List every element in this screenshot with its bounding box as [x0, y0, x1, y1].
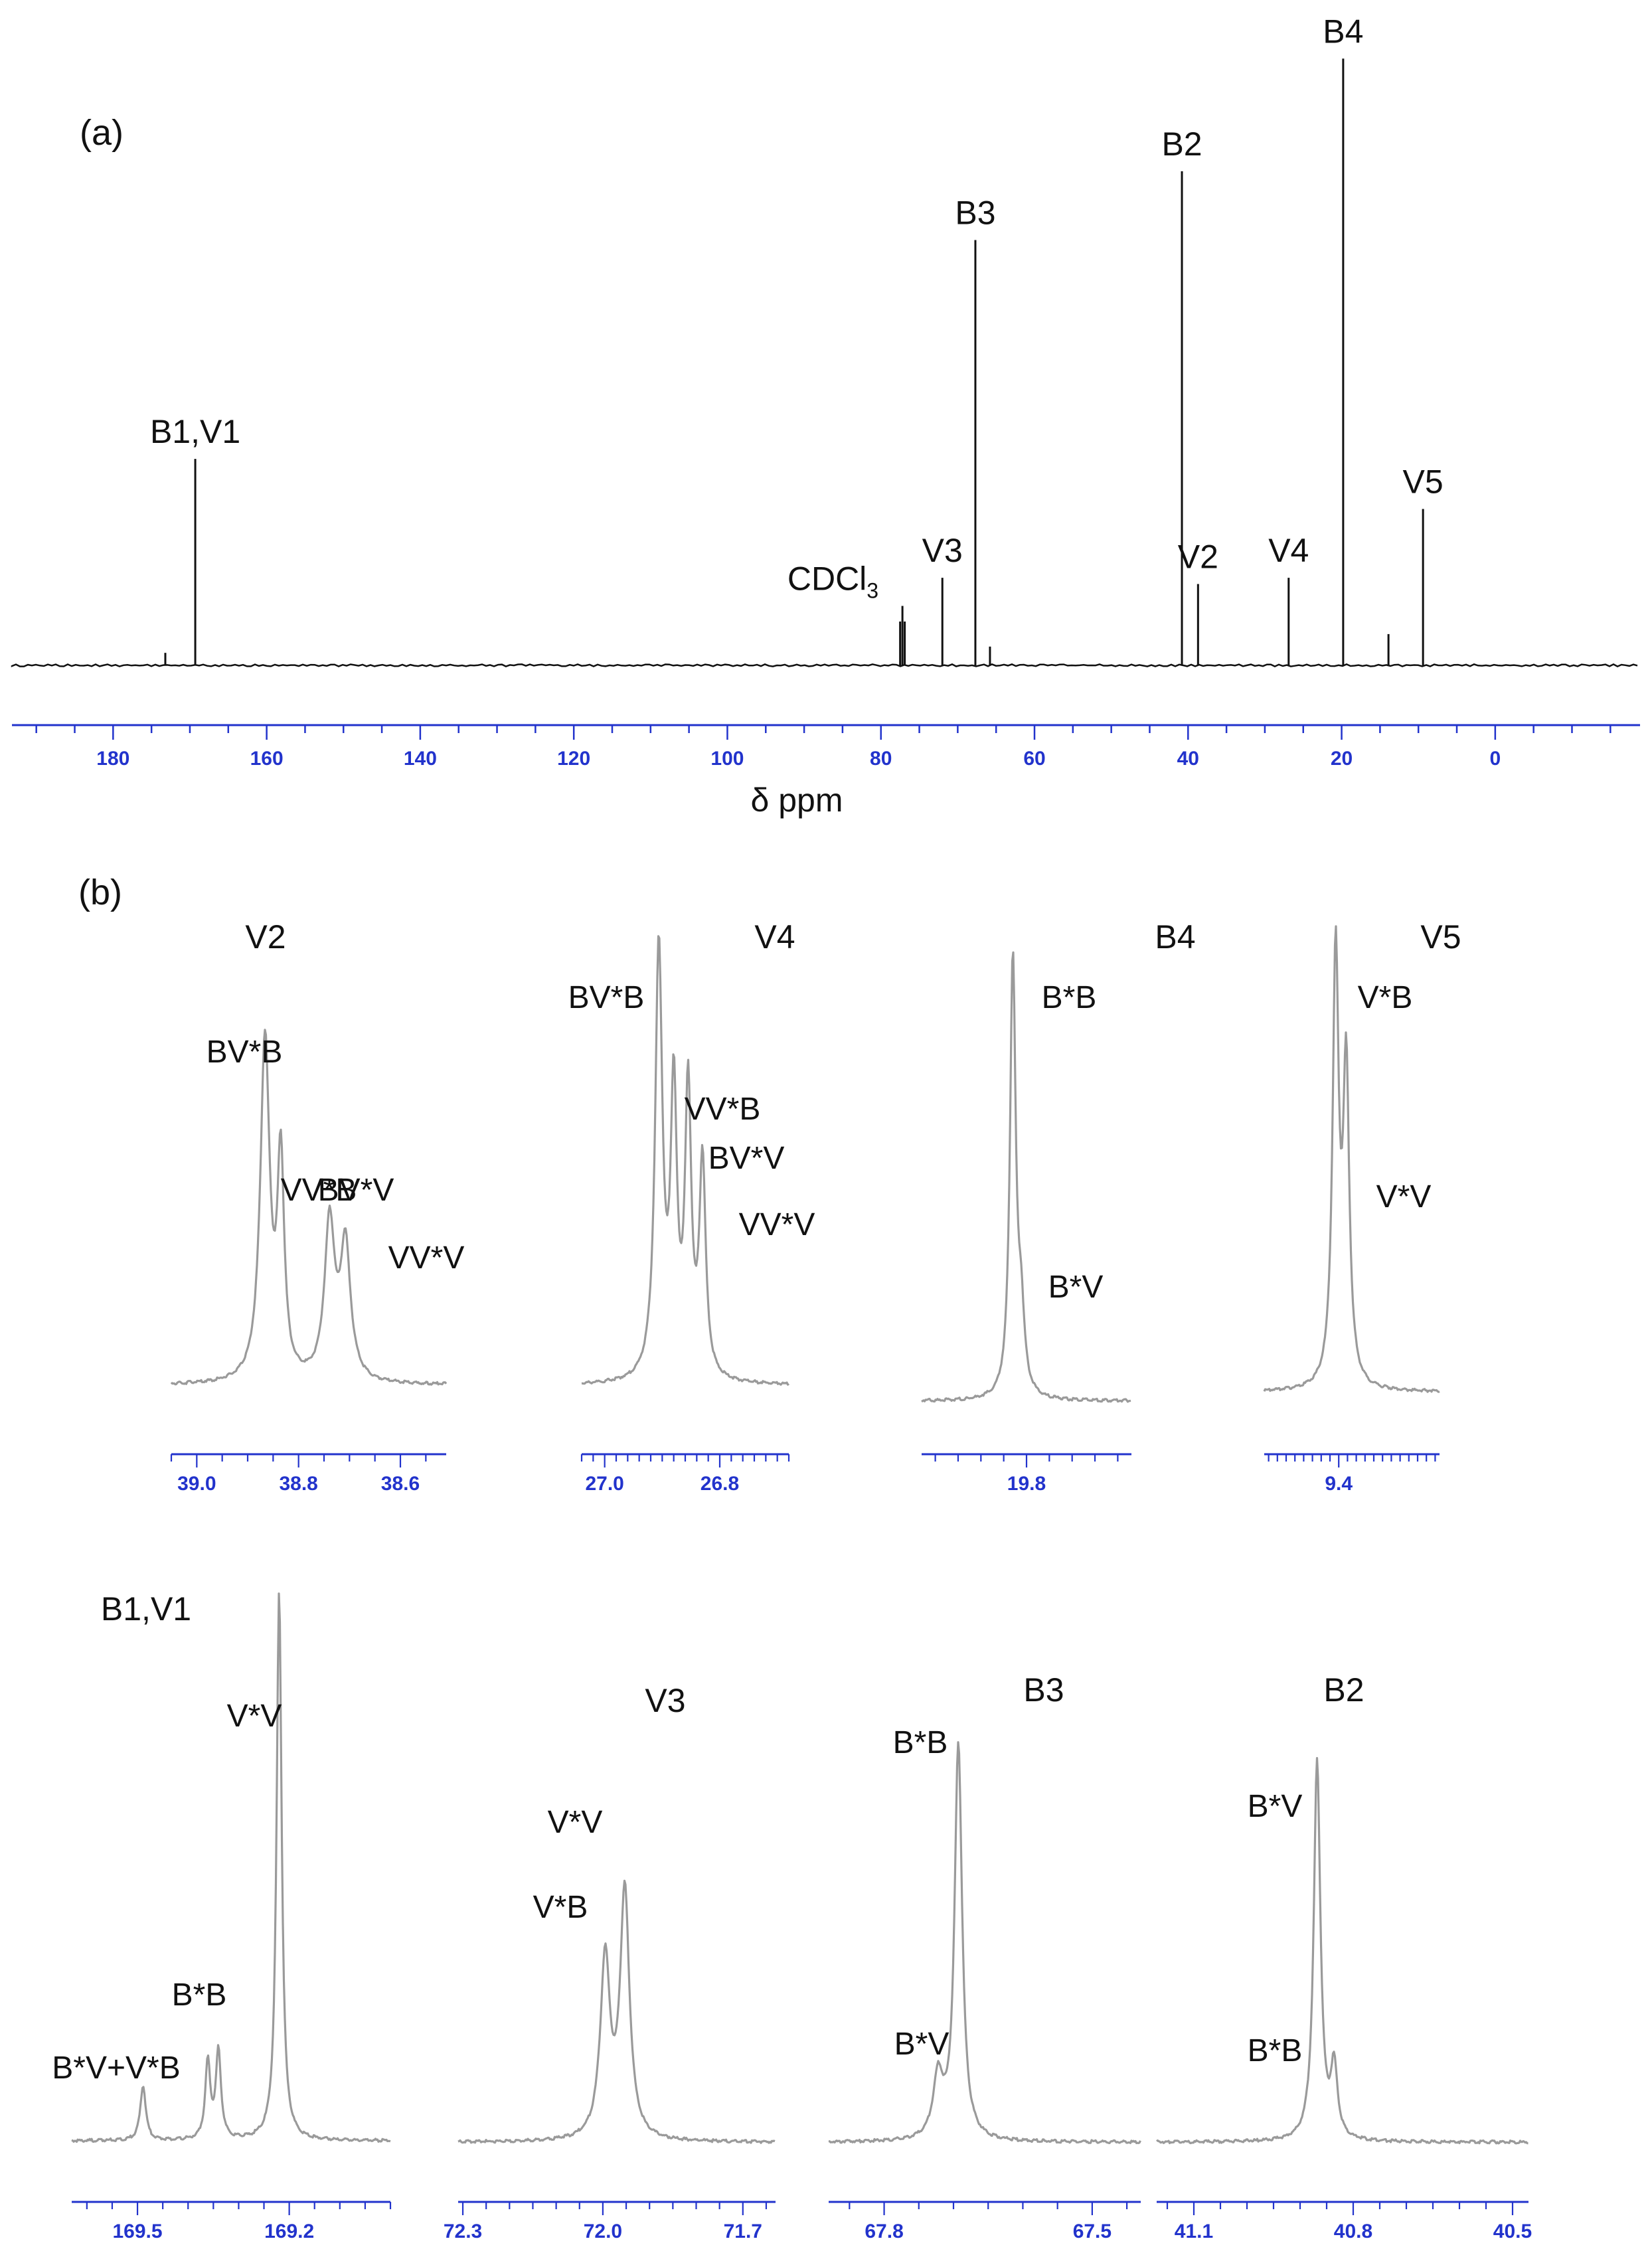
inset-tick-label-b-B1V1-1: 169.2	[264, 2221, 314, 2242]
inset-tick-label-b-V3-2: 71.7	[724, 2221, 762, 2242]
peak-label-b-V3-0: V*V	[548, 1805, 603, 1840]
peak-label-b-V2-2: BV*V	[318, 1173, 394, 1208]
inset-trace-b-B1V1	[71, 1592, 391, 2143]
inset-trace-b-B2	[1156, 1757, 1528, 2145]
inset-b-V5	[1263, 925, 1440, 1393]
tick-label-a-120: 120	[557, 748, 590, 770]
peak-label-b-V2-1: VV*B	[281, 1173, 357, 1208]
x-axis-label: δ ppm	[751, 782, 843, 819]
inset-trace-b-V3	[457, 1879, 776, 2144]
inset-tick-label-b-B3-0: 67.8	[865, 2221, 903, 2242]
inset-trace-b-V2	[170, 1029, 448, 1386]
inset-title-b-B4: B4	[1155, 918, 1195, 956]
peak-label-b-B4-1: B*V	[1048, 1270, 1104, 1305]
inset-tick-label-b-V2-0: 39.0	[177, 1473, 216, 1495]
peak-label-b-V4-3: VV*V	[739, 1207, 815, 1242]
peak-label-b-B1V1-1: B*V+V*B	[52, 2051, 180, 2086]
tick-label-a-60: 60	[1023, 748, 1045, 770]
peak-label-b4: B4	[1323, 13, 1363, 50]
inset-title-b-B2: B2	[1323, 1671, 1364, 1709]
peak-label-b-V5-0: V*B	[1358, 980, 1413, 1015]
inset-title-b-V3: V3	[645, 1682, 685, 1719]
inset-tick-label-b-V4-0: 27.0	[585, 1473, 623, 1495]
peak-label-b-V2-0: BV*B	[206, 1035, 283, 1070]
inset-tick-label-b-B2-2: 40.5	[1493, 2221, 1532, 2242]
tick-label-a-180: 180	[96, 748, 129, 770]
peak-label-v4: V4	[1268, 532, 1309, 569]
inset-title-b-V4: V4	[754, 918, 795, 956]
peak-label-b-B3-1: B*B	[893, 1725, 948, 1760]
peak-label-v2: V2	[1178, 539, 1218, 576]
inset-tick-label-b-B4-0: 19.8	[1007, 1473, 1046, 1495]
inset-title-b-V2: V2	[245, 918, 286, 956]
inset-tick-label-b-B1V1-0: 169.5	[113, 2221, 163, 2242]
panel-label-b: (b)	[78, 873, 122, 912]
inset-trace-b-B3	[828, 1741, 1141, 2144]
inset-trace-b-V4	[581, 935, 790, 1386]
inset-b-B2	[1156, 1757, 1528, 2145]
peak-label-b-V5-1: V*V	[1376, 1179, 1432, 1215]
inset-b-V4	[581, 935, 790, 1386]
panel-label-a: (a)	[80, 113, 124, 153]
peak-label-b-V4-2: BV*V	[708, 1141, 785, 1176]
tick-label-a-100: 100	[710, 748, 744, 770]
peak-label-b-V4-1: VV*B	[685, 1092, 761, 1127]
inset-tick-label-b-B3-1: 67.5	[1073, 2221, 1112, 2242]
inset-title-b-V5: V5	[1420, 918, 1461, 956]
inset-b-B1V1	[71, 1592, 391, 2143]
tick-label-a-20: 20	[1331, 748, 1353, 770]
inset-tick-label-b-V3-1: 72.0	[584, 2221, 622, 2242]
inset-trace-b-V5	[1263, 925, 1440, 1393]
inset-title-b-B3: B3	[1023, 1671, 1064, 1709]
peak-label-b-V2-3: VV*V	[388, 1240, 465, 1276]
tick-label-a-140: 140	[404, 748, 437, 770]
peak-label-b-B1V1-3: B*B	[172, 1977, 227, 2013]
peak-label-b-B2-1: B*V	[1248, 1789, 1303, 1824]
peak-label-b1-v1: B1,V1	[150, 413, 240, 450]
inset-b-V3	[457, 1879, 776, 2144]
spectrum-baseline	[11, 663, 1638, 667]
inset-b-B3	[828, 1741, 1141, 2144]
peak-label-b-V4-0: BV*B	[568, 980, 645, 1015]
peak-label-b2: B2	[1161, 126, 1202, 163]
peak-label-b-B2-0: B*B	[1248, 2033, 1303, 2068]
inset-trace-b-B4	[921, 951, 1131, 1403]
tick-label-a-160: 160	[250, 748, 284, 770]
inset-tick-label-b-V2-2: 38.6	[381, 1473, 420, 1495]
inset-tick-label-b-V4-1: 26.8	[701, 1473, 739, 1495]
peak-label-v5: V5	[1403, 463, 1444, 501]
peak-label-b-B4-0: B*B	[1042, 980, 1097, 1015]
inset-tick-label-b-B2-1: 40.8	[1334, 2221, 1372, 2242]
inset-b-V2	[170, 1029, 448, 1386]
tick-label-a-40: 40	[1177, 748, 1199, 770]
inset-tick-label-b-B2-0: 41.1	[1175, 2221, 1213, 2242]
tick-label-a-80: 80	[870, 748, 892, 770]
peak-label-b-B1V1-0: V*V	[227, 1699, 282, 1734]
inset-b-B4	[921, 951, 1131, 1403]
inset-tick-label-b-V5-0: 9.4	[1325, 1473, 1353, 1495]
tick-label-a-0: 0	[1490, 748, 1501, 770]
peak-label-cdcl: CDCl3	[787, 560, 878, 603]
inset-tick-label-b-V2-1: 38.8	[279, 1473, 317, 1495]
inset-title-b-B1V1: B1,V1	[101, 1590, 191, 1628]
peak-label-v3: V3	[922, 532, 963, 569]
inset-tick-label-b-V3-0: 72.3	[444, 2221, 482, 2242]
panel-a: B1,V1 CDCl3 V3 B3 B2 V2 V4 B4 V5	[11, 13, 1638, 667]
peak-label-b-B3-0: B*V	[894, 2027, 950, 2062]
peak-label-b-V3-1: V*B	[533, 1890, 588, 1925]
peak-label-b3: B3	[955, 194, 995, 231]
